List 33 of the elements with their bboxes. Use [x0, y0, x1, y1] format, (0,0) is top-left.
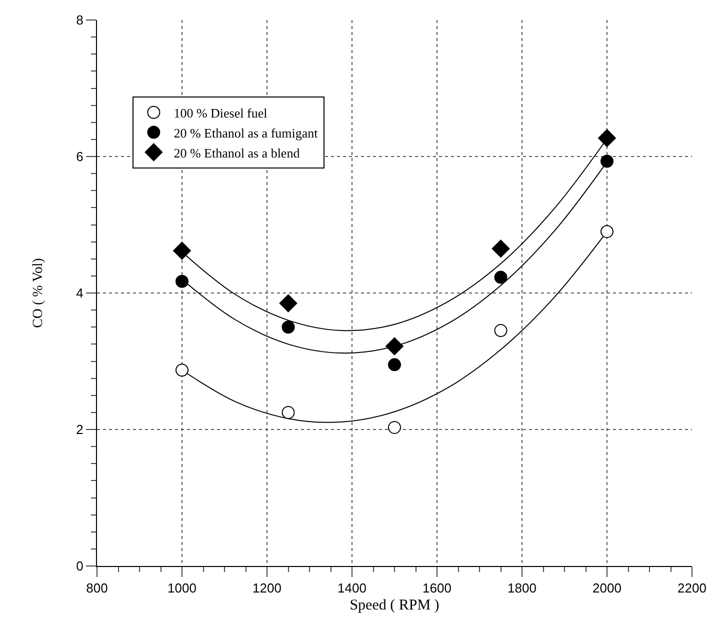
point — [282, 320, 295, 334]
point — [176, 364, 188, 377]
x-tick-label: 800 — [86, 580, 108, 596]
point — [600, 225, 614, 238]
x-tick-label: 1600 — [422, 580, 452, 596]
y-tick-label: 0 — [76, 558, 84, 574]
y-tick-label: 6 — [76, 149, 84, 164]
point — [386, 337, 404, 356]
x-tick-label: 1400 — [338, 580, 366, 596]
legend-label: 100 % Diesel fuel — [174, 105, 268, 120]
point — [176, 274, 188, 288]
point — [282, 406, 295, 419]
point — [492, 240, 510, 258]
x-tick-label: 1200 — [252, 580, 282, 596]
y-axis-title: CO ( % Vol) — [30, 258, 46, 328]
x-axis-title: Speed ( RPM ) — [350, 598, 440, 614]
y-tick-label: 2 — [76, 422, 84, 438]
point — [598, 129, 616, 148]
point — [388, 358, 401, 372]
legend-label: 20 % Ethanol as a fumigant — [174, 125, 318, 140]
point — [388, 420, 401, 434]
point — [173, 242, 191, 260]
point — [600, 154, 614, 168]
x-tick-label: 2200 — [678, 580, 706, 596]
legend-label: 20 % Ethanol as a blend — [174, 145, 300, 160]
x-tick-label: 1000 — [168, 580, 196, 596]
y-tick-label: 4 — [76, 286, 84, 301]
x-tick-label: 1800 — [508, 580, 536, 596]
point — [494, 270, 508, 284]
y-tick-label: 8 — [76, 12, 84, 28]
point — [494, 324, 508, 338]
point — [279, 294, 298, 312]
x-tick-label: 2000 — [592, 580, 622, 596]
